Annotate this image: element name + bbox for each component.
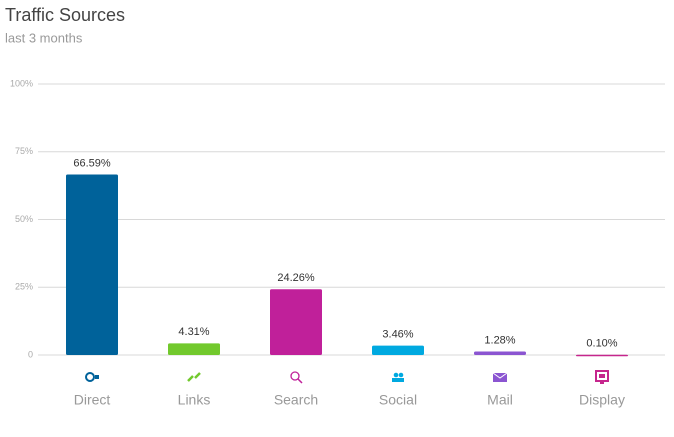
- data-label: 1.28%: [484, 334, 515, 346]
- icon-part: [398, 372, 404, 378]
- icon-part: [492, 372, 508, 379]
- icon-part: [187, 372, 201, 382]
- data-label: 24.26%: [277, 272, 315, 284]
- icon-part: [297, 378, 303, 384]
- category-icon: [492, 372, 508, 382]
- bar: [66, 174, 118, 355]
- y-tick-label: 25%: [15, 282, 33, 292]
- x-tick-label: Direct: [74, 392, 111, 408]
- data-label: 0.10%: [586, 338, 617, 350]
- data-label: 66.59%: [73, 157, 111, 169]
- chart-title: Traffic Sources: [5, 5, 125, 25]
- icon-part: [95, 375, 99, 379]
- category-icon: [187, 372, 201, 382]
- icon-part: [290, 371, 300, 381]
- icon-part: [392, 378, 404, 382]
- bar: [372, 345, 424, 355]
- x-tick-label: Mail: [487, 392, 513, 408]
- chart-subtitle: last 3 months: [5, 30, 83, 45]
- x-tick-label: Links: [178, 392, 211, 408]
- icon-part: [599, 374, 605, 378]
- y-tick-label: 75%: [15, 146, 33, 156]
- category-icon: [392, 372, 404, 382]
- icon-part: [85, 372, 95, 382]
- category-icon: [290, 371, 303, 384]
- data-label: 4.31%: [178, 326, 209, 338]
- y-tick-label: 50%: [15, 214, 33, 224]
- category-icon: [85, 372, 99, 382]
- y-tick-label: 100%: [10, 78, 33, 88]
- bar: [168, 343, 220, 355]
- bar: [474, 351, 526, 355]
- x-tick-label: Social: [379, 392, 417, 408]
- bar: [576, 354, 628, 357]
- category-icon: [595, 370, 609, 384]
- x-tick-label: Search: [274, 392, 318, 408]
- icon-part: [600, 381, 604, 384]
- x-tick-label: Display: [579, 392, 625, 408]
- data-label: 3.46%: [382, 329, 413, 341]
- y-tick-label: 0: [28, 349, 33, 359]
- bar: [270, 289, 322, 355]
- icon-part: [393, 372, 399, 378]
